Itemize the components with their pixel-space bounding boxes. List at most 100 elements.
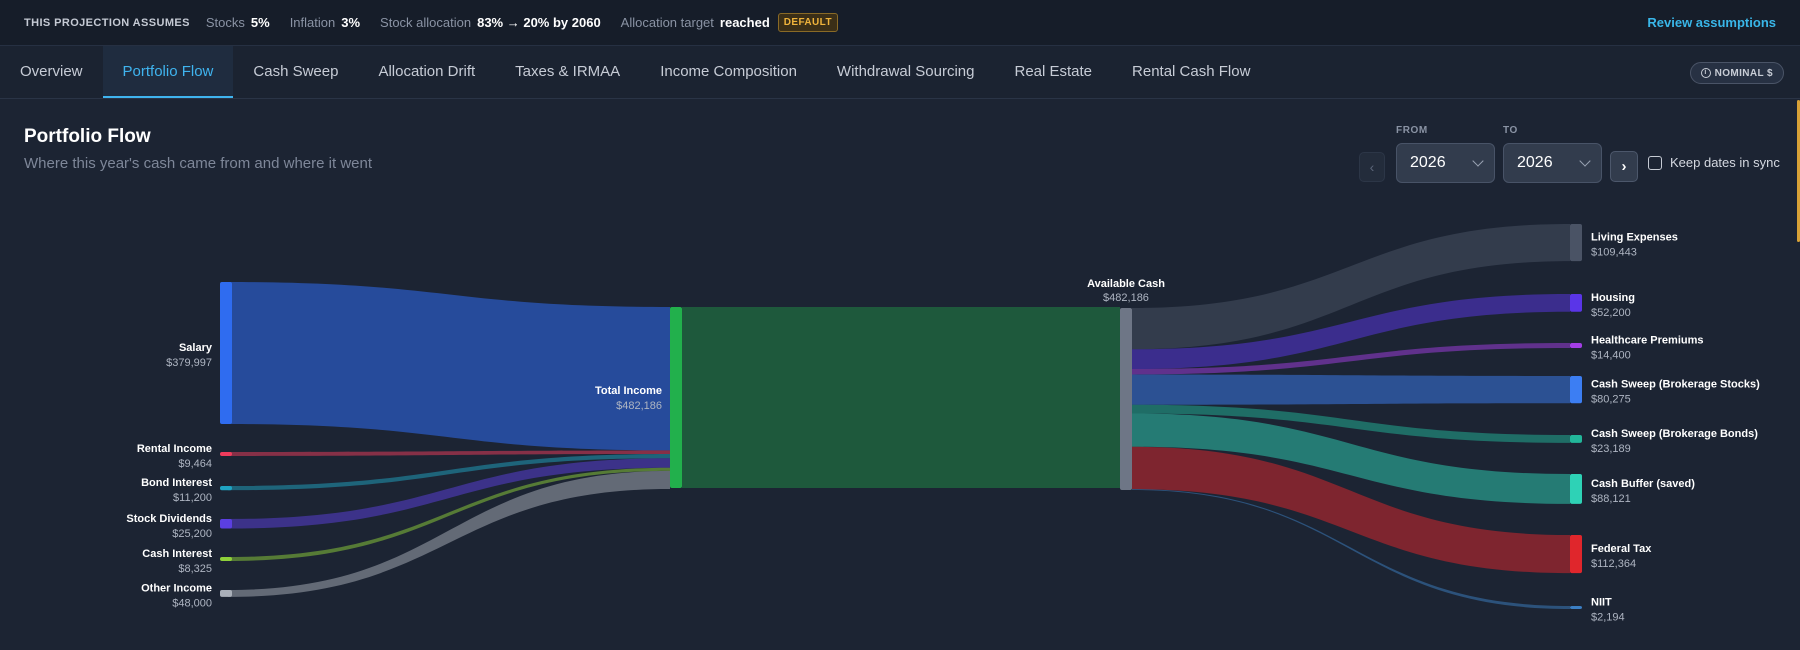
allocation-target-value: reached	[719, 15, 770, 30]
sync-label: Keep dates in sync	[1670, 155, 1780, 170]
flow-to-cash-sweep-brokerage-bonds	[1132, 404, 1570, 443]
node-salary	[220, 282, 232, 424]
value-cash-sweep-brokerage-bonds: $23,189	[1591, 443, 1631, 455]
flow-cash-interest	[228, 467, 670, 561]
label-cash-interest: Cash Interest	[142, 548, 212, 560]
inflation-value: 3%	[341, 15, 361, 30]
value-available-cash: $482,186	[1103, 292, 1149, 304]
node-bond-interest	[220, 486, 232, 491]
previous-year-button[interactable]: ‹	[1359, 152, 1385, 182]
value-rental-income: $9,464	[178, 458, 212, 470]
edge-accent	[1797, 100, 1800, 242]
info-icon: i	[1700, 68, 1711, 78]
value-healthcare-premiums: $14,400	[1591, 350, 1631, 362]
from-label: FROM	[1396, 125, 1428, 136]
value-bond-interest: $11,200	[173, 492, 212, 504]
node-total-income	[670, 307, 682, 488]
value-stock-dividends: $25,200	[172, 528, 212, 540]
label-cash-sweep-brokerage-stocks: Cash Sweep (Brokerage Stocks)	[1591, 379, 1760, 391]
review-assumptions-link[interactable]: Review assumptions	[1647, 15, 1776, 30]
flow-total-to-available	[682, 307, 1120, 488]
flow-to-cash-sweep-brokerage-stocks	[1132, 374, 1570, 405]
value-living-expenses: $109,443	[1591, 247, 1637, 259]
assumptions-heading: THIS PROJECTION ASSUMES	[24, 16, 190, 29]
label-other-income: Other Income	[141, 582, 212, 594]
flow-to-federal-tax	[1132, 446, 1570, 574]
flow-stock-dividends	[228, 458, 670, 529]
node-available-cash	[1120, 308, 1132, 490]
flow-other-income	[228, 470, 670, 597]
label-living-expenses: Living Expenses	[1591, 232, 1678, 244]
tab-withdrawal-sourcing[interactable]: Withdrawal Sourcing	[836, 62, 975, 80]
value-cash-interest: $8,325	[178, 563, 212, 575]
default-badge: DEFAULT	[777, 13, 838, 32]
label-salary: Salary	[179, 342, 213, 354]
label-bond-interest: Bond Interest	[141, 477, 212, 489]
flow-bond-interest	[228, 454, 670, 491]
label-rental-income: Rental Income	[137, 443, 212, 455]
node-other-income	[220, 590, 232, 597]
flow-to-cash-buffer-saved	[1132, 413, 1570, 504]
node-living-expenses	[1570, 224, 1582, 262]
node-stock-dividends	[220, 519, 232, 529]
allocation-value: 83% → 20% by 2060	[477, 15, 601, 30]
node-healthcare-premiums	[1570, 343, 1582, 348]
value-federal-tax: $112,364	[1591, 558, 1636, 570]
stocks-label: Stocks	[205, 15, 245, 30]
allocation-target-label: Allocation target	[620, 15, 714, 30]
value-total-income: $482,186	[616, 400, 662, 412]
tab-income-composition[interactable]: Income Composition	[660, 62, 797, 80]
node-cash-buffer-saved	[1570, 474, 1582, 504]
value-other-income: $48,000	[172, 597, 212, 609]
label-healthcare-premiums: Healthcare Premiums	[1591, 335, 1704, 347]
from-year-select[interactable]: 2026	[1396, 143, 1495, 183]
node-cash-sweep-brokerage-bonds	[1570, 435, 1582, 443]
label-federal-tax: Federal Tax	[1591, 543, 1652, 555]
inflation-label: Inflation	[289, 15, 336, 30]
tab-portfolio-flow[interactable]: Portfolio Flow	[102, 46, 234, 98]
tab-allocation-drift[interactable]: Allocation Drift	[378, 62, 476, 80]
tab-bar: Overview Portfolio Flow Cash Sweep Alloc…	[0, 46, 1800, 99]
value-salary: $379,997	[166, 357, 212, 369]
node-rental-income	[220, 452, 232, 456]
node-housing	[1570, 294, 1582, 312]
sync-checkbox[interactable]	[1648, 155, 1662, 170]
flow-to-healthcare-premiums	[1132, 343, 1570, 375]
flow-salary	[228, 282, 670, 451]
next-year-button[interactable]: ›	[1610, 151, 1638, 182]
tab-cash-sweep[interactable]: Cash Sweep	[253, 62, 339, 80]
to-year-select[interactable]: 2026	[1503, 143, 1602, 183]
node-cash-interest	[220, 557, 232, 561]
flow-to-housing	[1132, 294, 1570, 370]
page-title: Portfolio Flow	[24, 126, 151, 147]
nominal-label: NOMINAL $	[1714, 67, 1773, 79]
value-niit: $2,194	[1591, 612, 1625, 624]
tab-overview[interactable]: Overview	[20, 62, 83, 80]
assumptions-bar: THIS PROJECTION ASSUMES Stocks 5% Inflat…	[0, 0, 1800, 46]
label-available-cash: Available Cash	[1087, 278, 1165, 290]
stocks-value: 5%	[250, 15, 270, 30]
flow-rental-income	[228, 450, 670, 456]
to-year-value: 2026	[1517, 154, 1553, 171]
label-total-income: Total Income	[595, 385, 662, 397]
label-niit: NIIT	[1591, 597, 1612, 609]
value-cash-buffer-saved: $88,121	[1591, 493, 1631, 505]
flow-to-niit	[1132, 489, 1570, 609]
label-cash-sweep-brokerage-bonds: Cash Sweep (Brokerage Bonds)	[1591, 428, 1758, 440]
tab-real-estate[interactable]: Real Estate	[1014, 62, 1093, 80]
tab-rental-cash-flow[interactable]: Rental Cash Flow	[1132, 62, 1251, 80]
value-cash-sweep-brokerage-stocks: $80,275	[1591, 394, 1631, 406]
nominal-dollars-toggle[interactable]: i NOMINAL $	[1689, 62, 1784, 84]
allocation-label: Stock allocation	[380, 15, 472, 30]
page-subtitle: Where this year's cash came from and whe…	[24, 155, 373, 172]
node-cash-sweep-brokerage-stocks	[1570, 376, 1582, 404]
node-federal-tax	[1570, 535, 1582, 574]
flow-to-living-expenses	[1132, 224, 1570, 350]
label-cash-buffer-saved: Cash Buffer (saved)	[1591, 478, 1695, 490]
value-housing: $52,200	[1591, 307, 1631, 319]
label-housing: Housing	[1591, 292, 1635, 304]
from-year-value: 2026	[1410, 154, 1446, 171]
tab-taxes-irmaa[interactable]: Taxes & IRMAA	[515, 62, 621, 80]
node-niit	[1570, 606, 1582, 609]
keep-dates-in-sync[interactable]: Keep dates in sync	[1648, 155, 1780, 170]
